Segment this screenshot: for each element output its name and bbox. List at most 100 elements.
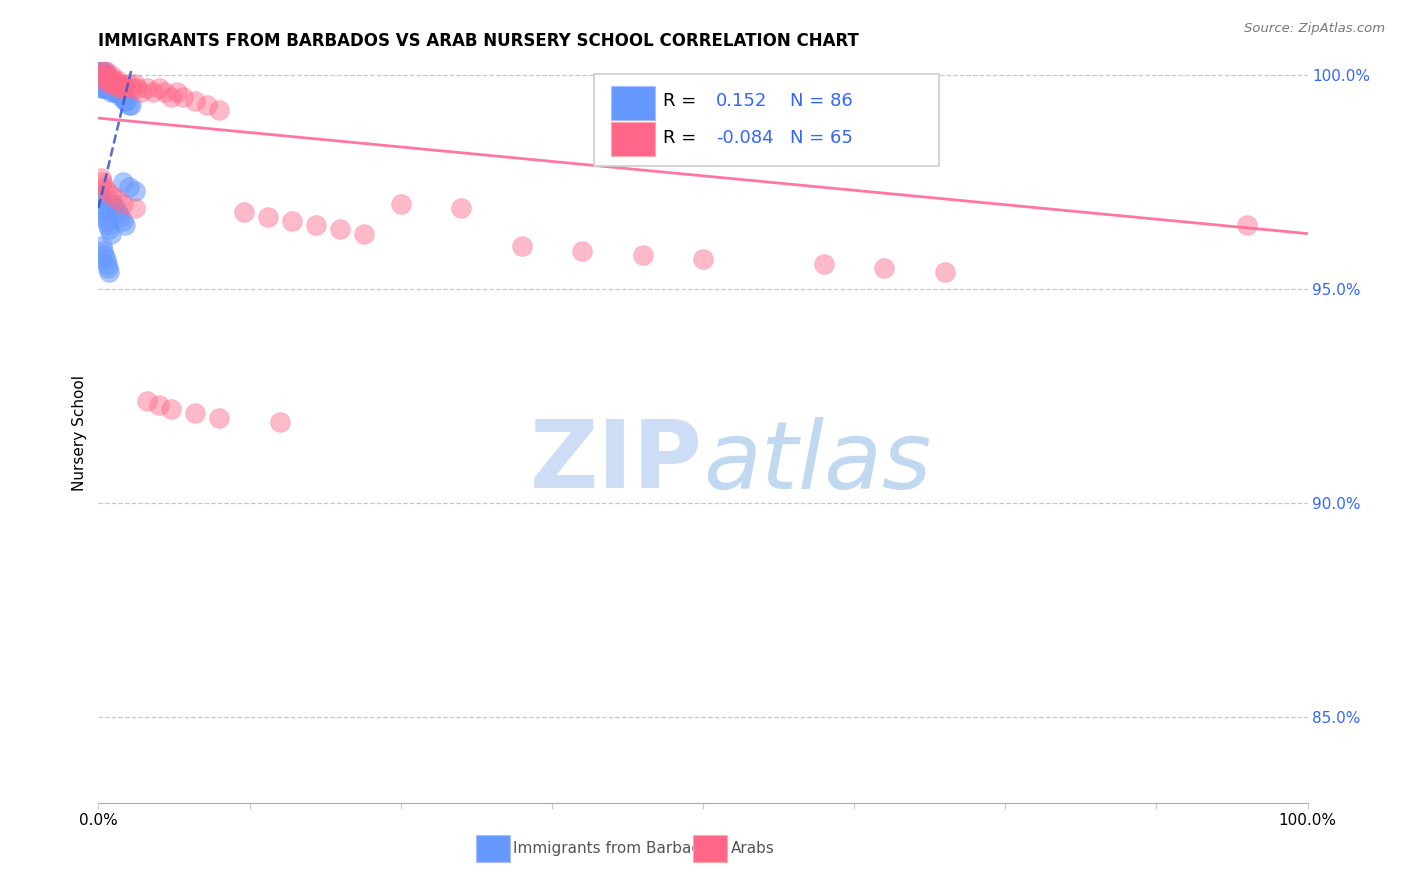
Point <box>91 175 114 189</box>
Point <box>90 81 112 95</box>
Point <box>91 201 114 215</box>
Point <box>96 72 118 87</box>
Point <box>329 222 352 236</box>
Point <box>166 86 188 100</box>
Point <box>96 184 118 198</box>
Point <box>97 72 120 87</box>
Point <box>90 77 112 91</box>
Point <box>90 193 112 207</box>
Point <box>692 252 714 267</box>
Point <box>97 260 120 275</box>
Point <box>101 196 124 211</box>
Point <box>93 179 115 194</box>
Point <box>91 68 114 82</box>
Point <box>91 68 114 82</box>
Point <box>96 68 118 82</box>
Point <box>100 68 122 82</box>
FancyBboxPatch shape <box>475 836 509 862</box>
Point <box>94 68 117 82</box>
Point <box>111 175 134 189</box>
Point <box>97 72 120 87</box>
Point <box>108 86 131 100</box>
Text: IMMIGRANTS FROM BARBADOS VS ARAB NURSERY SCHOOL CORRELATION CHART: IMMIGRANTS FROM BARBADOS VS ARAB NURSERY… <box>98 32 859 50</box>
Point <box>90 68 112 82</box>
Point <box>111 196 134 211</box>
Point <box>91 72 114 87</box>
Point <box>100 72 122 87</box>
Point <box>101 81 124 95</box>
Point <box>91 244 114 258</box>
Point <box>114 218 136 232</box>
FancyBboxPatch shape <box>612 121 655 156</box>
Point <box>153 86 176 100</box>
Point <box>91 77 114 91</box>
Text: -0.084: -0.084 <box>716 129 773 147</box>
Point <box>108 210 131 224</box>
Point <box>96 77 118 91</box>
Point <box>104 81 127 95</box>
Point <box>100 227 122 241</box>
Point <box>100 86 122 100</box>
Point <box>124 201 146 215</box>
Point <box>184 406 207 420</box>
Point <box>103 81 125 95</box>
Y-axis label: Nursery School: Nursery School <box>72 375 87 491</box>
Point <box>571 244 593 258</box>
Point <box>89 72 111 87</box>
Point <box>142 86 165 100</box>
FancyBboxPatch shape <box>595 73 939 166</box>
Point <box>93 68 115 82</box>
Point <box>148 398 170 412</box>
Point <box>100 77 122 91</box>
Point <box>91 196 114 211</box>
Point <box>104 201 127 215</box>
Point <box>112 89 135 103</box>
Point <box>107 81 129 95</box>
Point <box>98 265 121 279</box>
Point <box>96 68 118 82</box>
Point <box>305 218 328 232</box>
Point <box>129 86 152 100</box>
Point <box>121 81 143 95</box>
Point <box>118 77 141 91</box>
Point <box>91 72 114 87</box>
Point <box>281 214 304 228</box>
Point <box>105 81 128 95</box>
Point <box>90 72 112 87</box>
Point <box>93 72 115 87</box>
Point <box>114 81 136 95</box>
Point <box>94 77 117 91</box>
Point <box>118 98 141 112</box>
Point <box>103 86 125 100</box>
Point <box>195 98 218 112</box>
Point <box>107 77 129 91</box>
Point <box>389 196 412 211</box>
Point <box>97 77 120 91</box>
Point <box>108 77 131 91</box>
Point <box>450 201 472 215</box>
Point <box>127 81 149 95</box>
Point <box>120 98 142 112</box>
Point <box>107 205 129 219</box>
Text: N = 65: N = 65 <box>790 129 853 147</box>
Point <box>631 248 654 262</box>
FancyBboxPatch shape <box>693 836 727 862</box>
Point <box>101 77 124 91</box>
Point <box>115 94 138 108</box>
Text: Arabs: Arabs <box>731 841 775 856</box>
Point <box>90 68 112 82</box>
Point <box>91 64 114 78</box>
Point <box>100 81 122 95</box>
Point <box>91 68 114 82</box>
Point <box>103 72 125 87</box>
Point <box>873 260 896 275</box>
Point <box>813 256 835 270</box>
Point <box>89 188 111 202</box>
Point <box>135 393 157 408</box>
Point <box>93 81 115 95</box>
Point <box>98 77 121 91</box>
Text: Source: ZipAtlas.com: Source: ZipAtlas.com <box>1244 22 1385 36</box>
Point <box>353 227 375 241</box>
Point <box>98 81 121 95</box>
Point <box>93 248 115 262</box>
